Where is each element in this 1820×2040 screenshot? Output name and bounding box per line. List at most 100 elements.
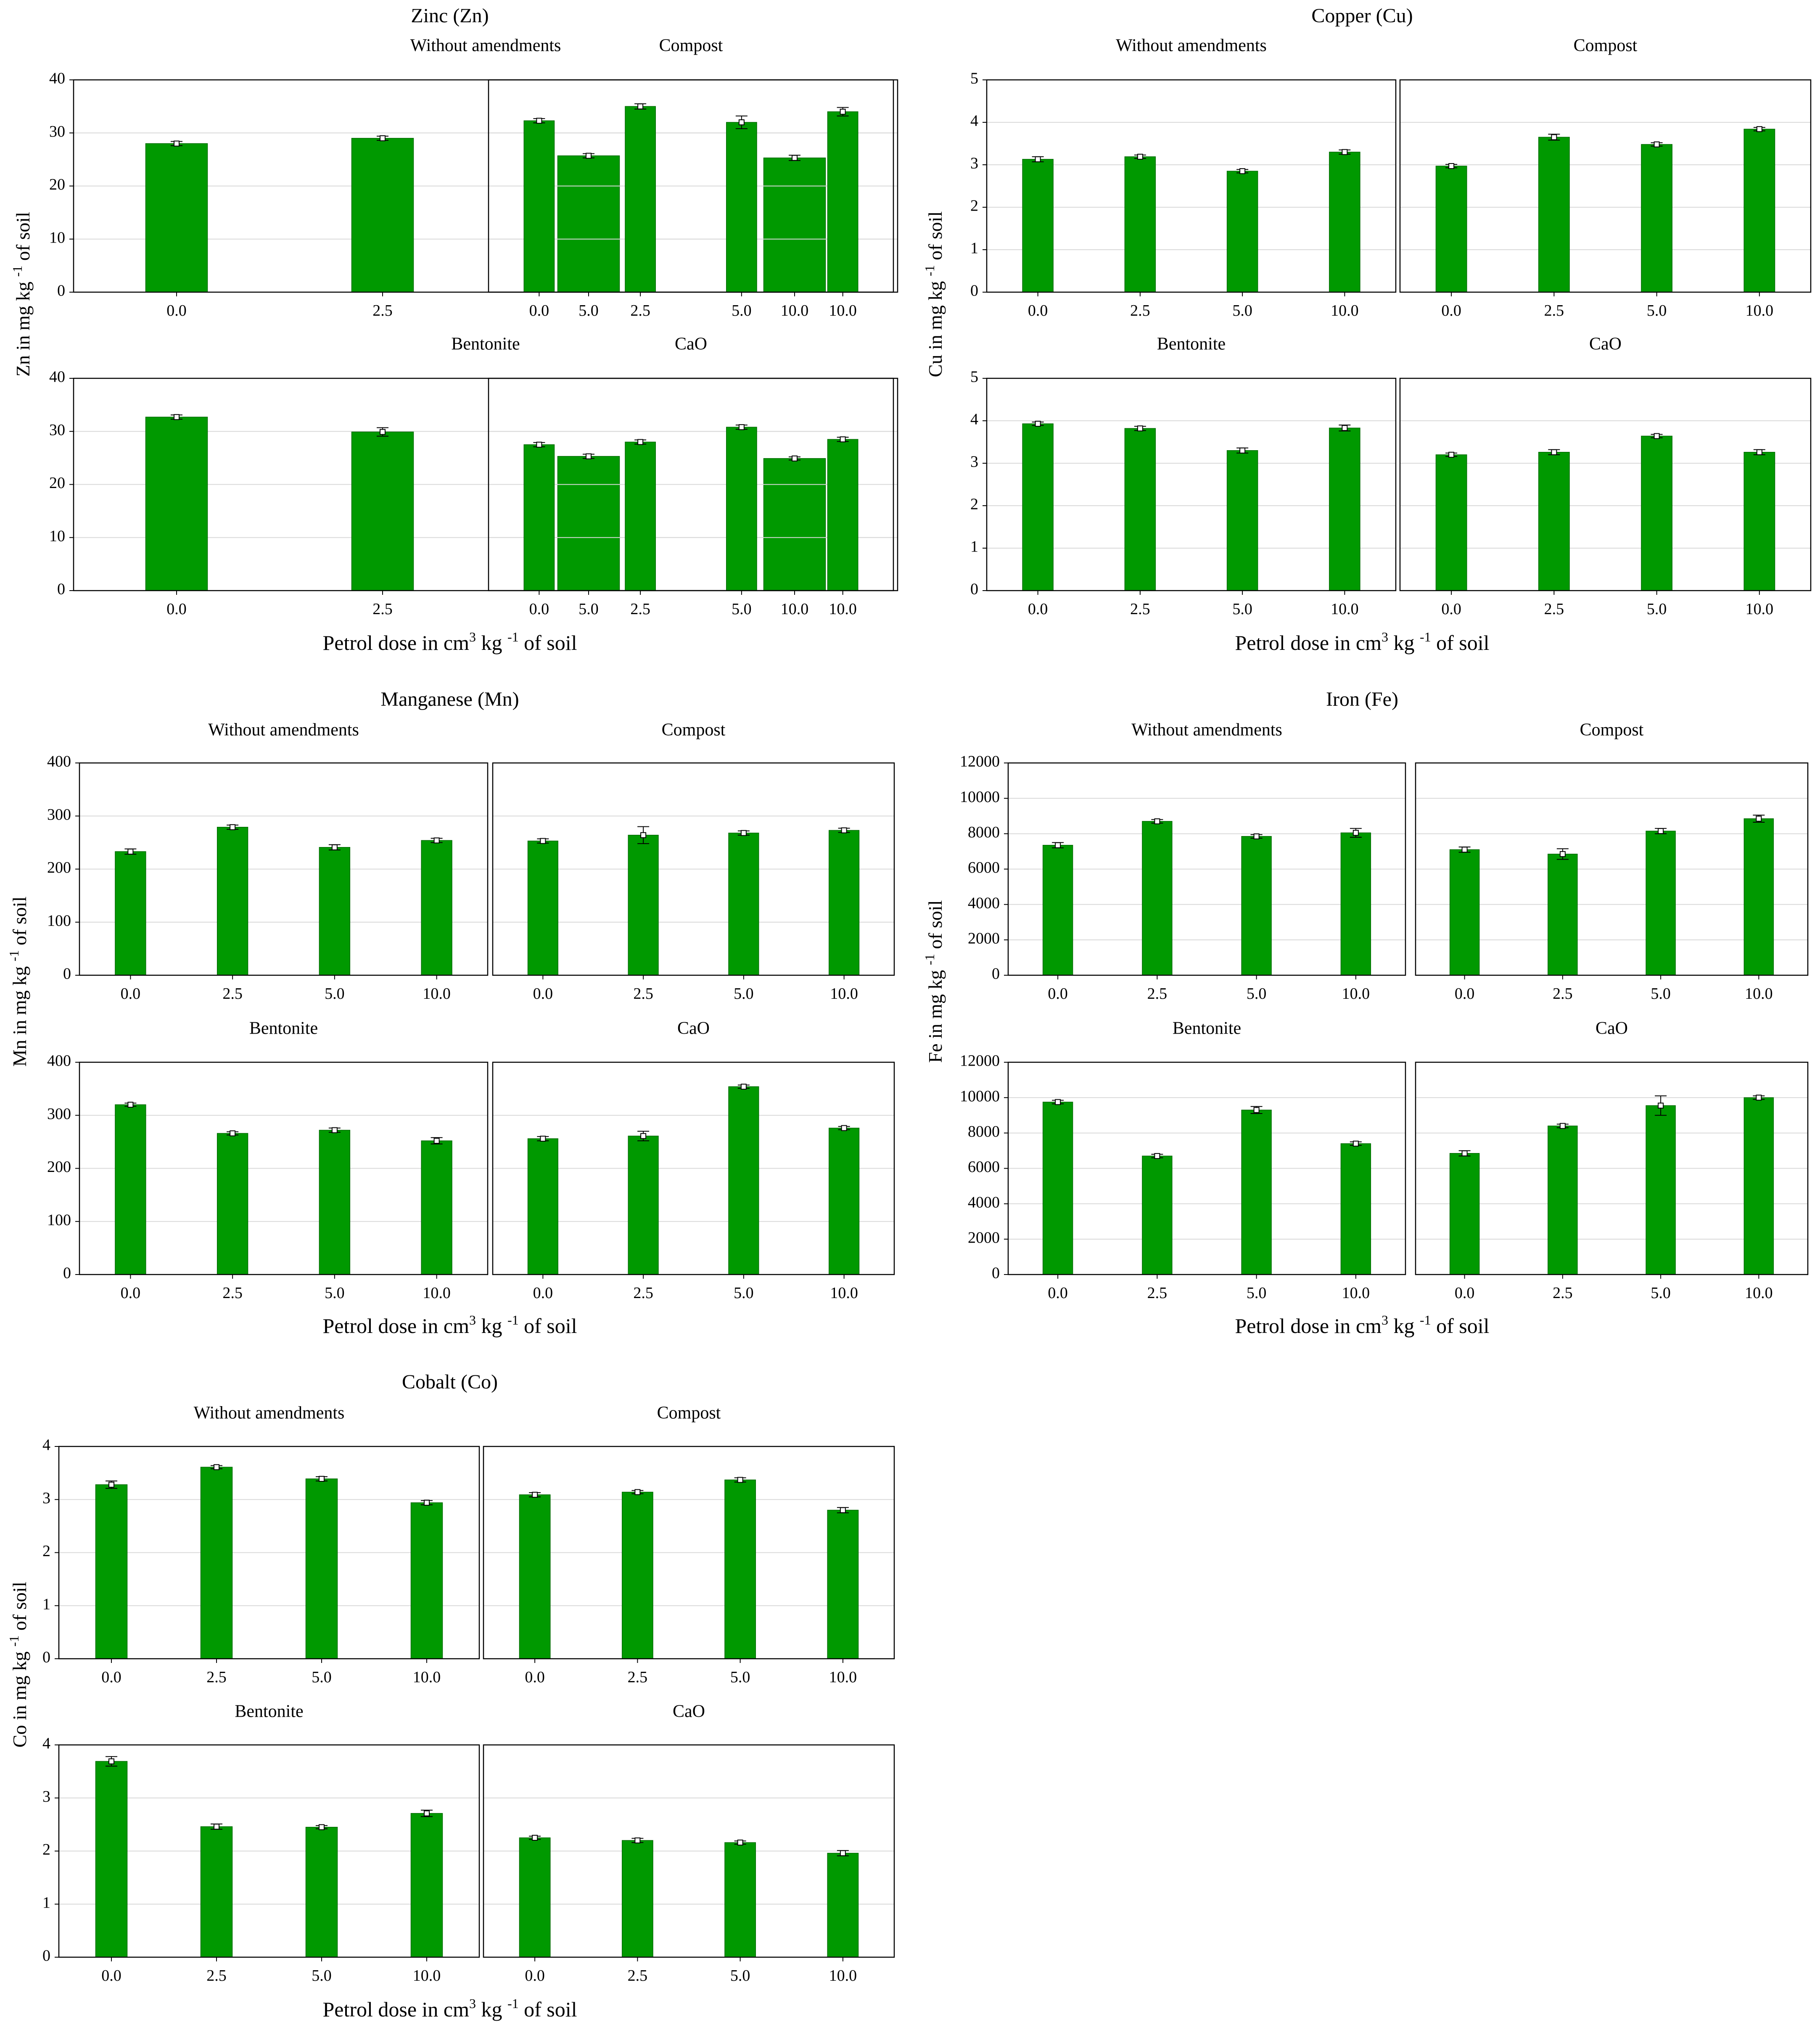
chart-4-panel-2-title: Bentonite <box>235 1702 303 1721</box>
chart-0-panel-1-title: Compost <box>659 36 723 55</box>
chart-0-panel-2-mean-marker <box>792 455 798 462</box>
chart-3-panel-2-xtick-label: 0.0 <box>1048 1284 1068 1302</box>
chart-2-panel-2-frame <box>79 1061 489 1275</box>
chart-2-panel-2-xtick-label: 10.0 <box>423 1284 451 1302</box>
chart-0-panel-3-xtick-label: 0.0 <box>529 600 549 618</box>
chart-1-panel-2-ytick-label: 5 <box>970 368 978 386</box>
chart-4-panel-3-xtick-label: 2.5 <box>628 1967 648 1985</box>
chart-3-panel-2-xtick-label: 2.5 <box>1147 1284 1168 1302</box>
chart-4-panel-0-ytick-label: 2 <box>42 1542 50 1560</box>
chart-1-panel-0-bar <box>1124 156 1156 293</box>
chart-2-group: Manganese (Mn)Mn in mg kg -1 of soilPetr… <box>6 688 895 1338</box>
chart-1-panel-2: Bentonite 0 1 2 3 4 5 0.0 2.5 5.0 10.0 <box>970 335 1397 618</box>
chart-0-panel-1-bar <box>726 122 757 293</box>
chart-0-ylabel-text: Zn in mg kg <box>12 277 34 377</box>
chart-4-panel-2-frame <box>58 1744 480 1958</box>
chart-3-panel-0-ytick-label: 0 <box>992 965 1000 983</box>
chart-4-panel-2-ytick-label: 1 <box>42 1894 50 1911</box>
chart-1-panel-1-xtick-label: 0.0 <box>1441 302 1461 319</box>
chart-0-panel-3-mean-marker <box>637 439 644 445</box>
chart-2-panel-2-mean-marker <box>433 1137 440 1144</box>
chart-3-panel-0-mean-marker <box>1154 818 1160 824</box>
chart-4-panel-3-title: CaO <box>673 1702 705 1721</box>
chart-1-panel-2-ytick-label: 2 <box>970 496 978 513</box>
chart-4-panel-2-bar <box>95 1761 128 1958</box>
chart-0-panel-0-ytick-label: 40 <box>49 70 65 87</box>
chart-4-panel-2-bar <box>410 1813 443 1958</box>
chart-0-panel-2-xtick-label: 2.5 <box>372 600 393 618</box>
chart-4-panel-2-xtick-label: 2.5 <box>206 1967 227 1985</box>
chart-0-ylabel: Zn in mg kg -1 of soil <box>10 212 34 377</box>
chart-3-panel-2-bar <box>1340 1143 1371 1275</box>
chart-3-panel-0: Without amendments 0 2000 4000 6000 8000 10000… <box>960 720 1406 1003</box>
chart-0-panel-0-mean-marker <box>792 155 798 161</box>
chart-4-panel-2-mean-marker <box>424 1810 430 1816</box>
chart-1-ylabel-sup: -1 <box>922 265 937 276</box>
chart-0-panel-2-mean-marker <box>174 414 180 420</box>
chart-1-panel-0-mean-marker <box>1137 153 1143 160</box>
chart-2-panel-0-ytick-label: 400 <box>47 753 71 771</box>
chart-3-panel-3-mean-marker <box>1756 1095 1762 1101</box>
chart-0-panel-1-xtick-label: 0.0 <box>529 302 549 319</box>
chart-2-panel-2-title: Bentonite <box>249 1019 318 1038</box>
chart-2-panel-1-xtick-label: 5.0 <box>734 985 754 1003</box>
chart-4-panel-1-bar <box>621 1491 653 1659</box>
chart-0-panel-1-bar <box>523 120 555 293</box>
chart-0-panel-0-mean-marker <box>174 140 180 147</box>
chart-3-panel-0-mean-marker <box>1253 833 1260 839</box>
chart-1-panel-0-xtick-label: 0.0 <box>1028 302 1048 319</box>
chart-4-panel-1-xtick-label: 10.0 <box>829 1668 857 1686</box>
chart-4-panel-2-xtick-label: 0.0 <box>101 1967 122 1985</box>
chart-3-panel-3-bar <box>1449 1153 1480 1275</box>
chart-4-panel-1-frame <box>483 1446 895 1660</box>
chart-0-panel-1-xtick-label: 5.0 <box>732 302 752 319</box>
chart-4-panel-2: Bentonite 0 1 2 3 4 0.0 2.5 5.0 10.0 <box>42 1702 480 1985</box>
chart-1-panel-1-mean-marker <box>1551 134 1557 140</box>
chart-4-panel-0-mean-marker <box>424 1499 430 1506</box>
chart-4-xlabel: Petrol dose in cm3 kg -1 of soil <box>322 1996 577 2021</box>
chart-1-xlabel-text2: kg <box>1388 631 1420 654</box>
chart-3-panel-1-xtick-label: 0.0 <box>1455 985 1475 1003</box>
chart-4-xlabel-text2: kg <box>476 1998 507 2021</box>
chart-2-panel-0-xtick-label: 2.5 <box>222 985 243 1003</box>
chart-0-panel-0-xtick-label: 5.0 <box>578 302 599 319</box>
chart-4-xlabel-sup1: 3 <box>469 1996 476 2011</box>
chart-4-panel-0-xtick-label: 5.0 <box>312 1668 332 1686</box>
chart-3-panel-3-bar <box>1743 1097 1774 1275</box>
chart-4-panel-3-mean-marker <box>634 1837 641 1844</box>
chart-2-panel-3-bar <box>628 1135 659 1275</box>
chart-2-panel-3-mean-marker <box>740 1084 747 1090</box>
chart-2-panel-0-bar <box>115 851 146 976</box>
chart-0-xlabel-sup1: 3 <box>469 629 476 644</box>
chart-4-panel-2-xtick-label: 5.0 <box>312 1967 332 1985</box>
chart-0-xlabel-sup2: -1 <box>507 629 519 644</box>
chart-1-panel-3-mean-marker <box>1551 449 1557 455</box>
chart-3-panel-3-bar <box>1646 1105 1676 1275</box>
chart-2-panel-1-bar <box>628 834 659 976</box>
chart-0-xlabel: Petrol dose in cm3 kg -1 of soil <box>322 629 577 654</box>
chart-2-panel-3-xtick-label: 5.0 <box>734 1284 754 1302</box>
chart-3-panel-3-bar <box>1548 1125 1578 1275</box>
chart-0-title: Zinc (Zn) <box>411 5 489 27</box>
chart-1-panel-2-ytick-label: 0 <box>970 581 978 598</box>
chart-3-panel-2-bar <box>1241 1109 1272 1275</box>
chart-3-panel-1-mean-marker <box>1658 828 1664 834</box>
chart-1-xlabel: Petrol dose in cm3 kg -1 of soil <box>1235 629 1489 654</box>
chart-4-panel-3-bar <box>621 1840 653 1958</box>
chart-2-panel-0-xtick-label: 5.0 <box>325 985 345 1003</box>
chart-4-panel-3-frame <box>483 1744 895 1958</box>
chart-3-panel-1-mean-marker <box>1756 815 1762 822</box>
chart-1-panel-2-ytick-label: 3 <box>970 453 978 471</box>
chart-0-panel-0-bar <box>145 143 208 293</box>
chart-2-panel-0-mean-marker <box>331 844 338 850</box>
chart-3-panel-0-mean-marker <box>1352 830 1359 836</box>
chart-0-panel-2-ytick-label: 0 <box>57 581 65 598</box>
chart-1-panel-1-xtick-label: 2.5 <box>1544 302 1564 319</box>
chart-0-panel-3-xtick-label: 2.5 <box>630 600 650 618</box>
chart-0-panel-0: Without amendments 0 10 20 30 40 0.0 2.5 5.0 10.0 <box>49 36 898 319</box>
chart-1-panel-3-xtick-label: 2.5 <box>1544 600 1564 618</box>
chart-4-panel-2-bar <box>200 1826 233 1958</box>
chart-0-panel-2-bar <box>557 456 620 591</box>
chart-0-panel-0-xtick-label: 2.5 <box>372 302 393 319</box>
